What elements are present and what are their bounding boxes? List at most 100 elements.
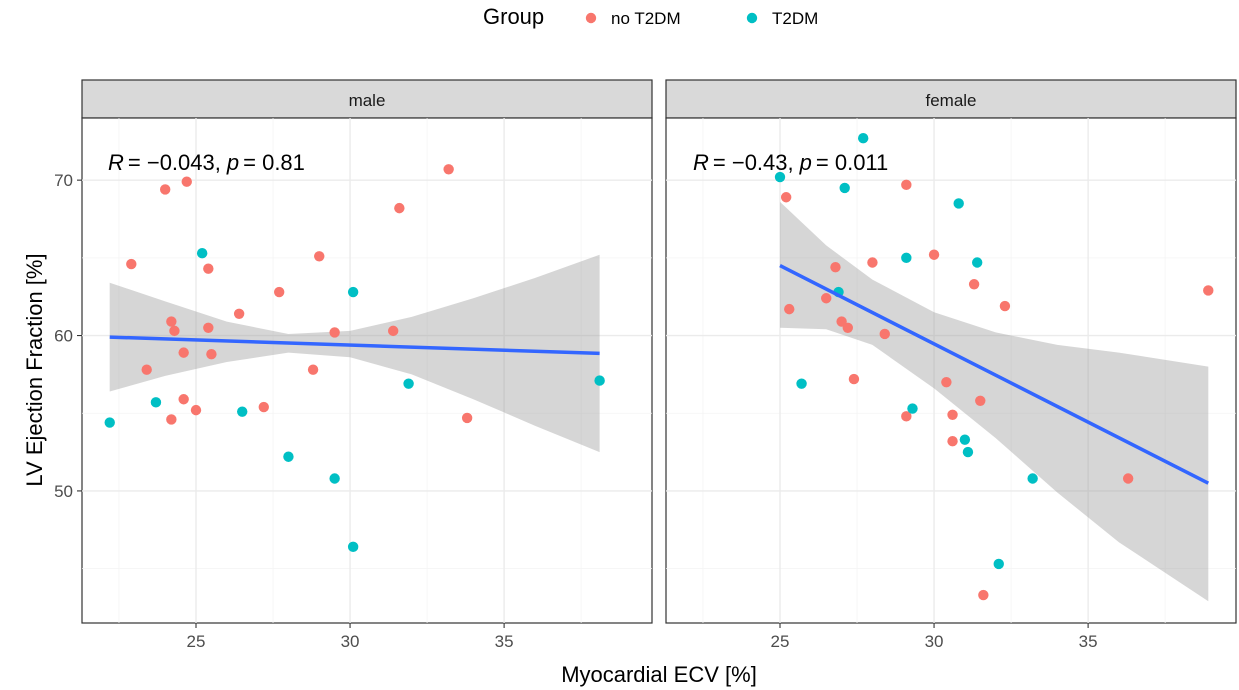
point-t2dm — [796, 378, 807, 389]
plot-area-female — [665, 117, 1237, 624]
point-no-t2dm — [166, 414, 177, 425]
x-tick-label: 35 — [1079, 632, 1098, 651]
correlation-annotation-female: R = −0.43, p = 0.011 — [693, 150, 888, 175]
point-no-t2dm — [941, 376, 952, 388]
point-no-t2dm — [169, 325, 180, 337]
gridlines-female — [666, 118, 1236, 623]
point-no-t2dm — [206, 348, 217, 360]
point-no-t2dm — [1203, 285, 1214, 296]
point-no-t2dm — [258, 401, 269, 413]
legend-label-no-t2dm: no T2DM — [611, 9, 681, 28]
y-tick-label: 60 — [54, 327, 73, 346]
point-no-t2dm — [178, 394, 189, 405]
points-female — [774, 133, 1214, 601]
point-no-t2dm — [968, 279, 980, 290]
point-no-t2dm — [307, 364, 319, 375]
legend-key-t2dm — [746, 12, 758, 24]
y-axis-title: LV Ejection Fraction [%] — [22, 253, 47, 486]
point-no-t2dm — [166, 316, 177, 327]
x-axis-female: 25 30 35 — [771, 623, 1098, 651]
point-no-t2dm — [273, 286, 285, 298]
point-no-t2dm — [461, 412, 473, 424]
panel-male: male R = −0.043, p = 0.81 25 30 35 — [81, 79, 653, 651]
x-tick-label: 25 — [771, 632, 790, 651]
point-no-t2dm — [443, 164, 454, 175]
point-t2dm — [959, 434, 971, 445]
point-no-t2dm — [233, 308, 245, 319]
strip-female — [665, 79, 1237, 119]
point-no-t2dm — [830, 261, 841, 273]
point-t2dm — [150, 397, 162, 408]
gridlines-male — [82, 118, 652, 623]
x-tick-label: 35 — [495, 632, 514, 651]
plot-area-male — [81, 117, 653, 624]
regression-line-male — [109, 335, 600, 356]
point-no-t2dm — [975, 395, 986, 406]
point-no-t2dm — [181, 176, 192, 187]
point-t2dm — [901, 252, 912, 264]
strip-male — [81, 79, 653, 119]
legend-title: Group — [483, 4, 544, 29]
point-t2dm — [839, 182, 850, 194]
point-t2dm — [953, 198, 964, 209]
point-no-t2dm — [947, 409, 958, 420]
point-t2dm — [196, 247, 208, 259]
point-no-t2dm — [159, 184, 171, 195]
strip-label-male: male — [349, 91, 386, 110]
x-axis-male: 25 30 35 — [187, 623, 514, 651]
correlation-annotation-male: R = −0.043, p = 0.81 — [108, 150, 305, 175]
point-no-t2dm — [978, 589, 989, 601]
point-t2dm — [403, 378, 414, 389]
point-no-t2dm — [203, 322, 214, 333]
point-t2dm — [104, 417, 115, 428]
point-no-t2dm — [1122, 473, 1134, 484]
point-no-t2dm — [394, 202, 405, 214]
x-axis-title: Myocardial ECV [%] — [561, 662, 757, 687]
confidence-band-male — [109, 254, 600, 453]
x-tick-label: 30 — [341, 632, 360, 651]
point-t2dm — [971, 257, 983, 268]
point-no-t2dm — [780, 192, 792, 203]
point-no-t2dm — [947, 436, 958, 447]
point-no-t2dm — [901, 179, 912, 191]
point-t2dm — [774, 171, 786, 183]
point-t2dm — [347, 286, 359, 298]
x-tick-label: 25 — [187, 632, 206, 651]
y-axis: 50 60 70 — [54, 171, 82, 501]
point-no-t2dm — [784, 303, 795, 315]
regression-line-female — [779, 264, 1210, 485]
legend: Group no T2DM T2DM — [483, 4, 818, 29]
point-no-t2dm — [126, 258, 137, 270]
point-no-t2dm — [821, 293, 832, 304]
point-no-t2dm — [848, 373, 860, 385]
point-no-t2dm — [190, 404, 202, 416]
point-no-t2dm — [879, 328, 890, 340]
point-t2dm — [857, 133, 869, 144]
point-no-t2dm — [314, 251, 325, 262]
point-no-t2dm — [842, 322, 853, 333]
point-no-t2dm — [867, 257, 878, 268]
point-no-t2dm — [141, 364, 152, 375]
point-no-t2dm — [928, 249, 940, 260]
point-t2dm — [347, 541, 359, 553]
point-t2dm — [237, 406, 248, 417]
point-t2dm — [993, 558, 1004, 570]
point-no-t2dm — [178, 347, 189, 358]
legend-label-t2dm: T2DM — [772, 9, 818, 28]
point-t2dm — [283, 451, 294, 462]
legend-key-no-t2dm — [585, 12, 597, 24]
y-tick-label: 50 — [54, 482, 73, 501]
point-no-t2dm — [901, 411, 912, 422]
point-no-t2dm — [329, 327, 340, 338]
point-no-t2dm — [387, 325, 399, 337]
points-male — [104, 164, 605, 553]
strip-label-female: female — [925, 91, 976, 110]
point-t2dm — [962, 446, 974, 458]
point-no-t2dm — [203, 263, 214, 274]
y-tick-label: 70 — [54, 171, 73, 190]
point-t2dm — [594, 375, 605, 386]
confidence-band-female — [780, 201, 1209, 602]
panel-female: female R = −0.43, p = 0.011 25 30 35 — [665, 79, 1237, 651]
point-t2dm — [329, 473, 340, 484]
